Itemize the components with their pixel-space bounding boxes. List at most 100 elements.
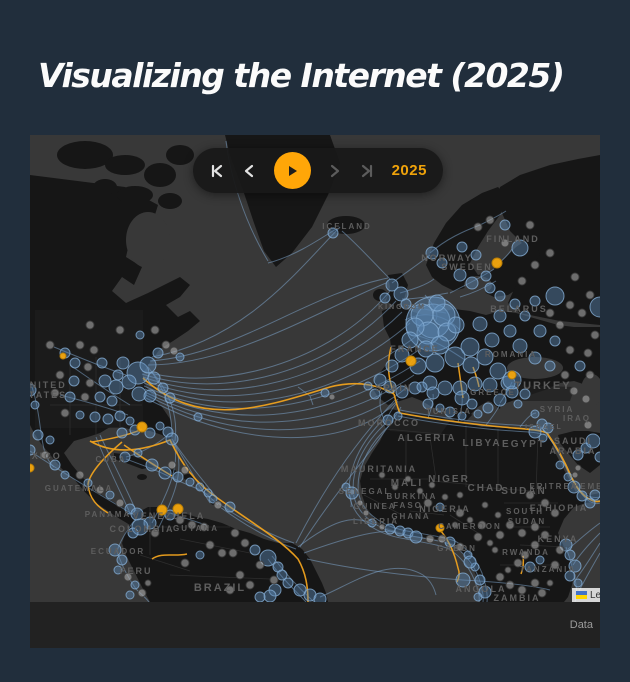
- map-node[interactable]: [230, 528, 240, 538]
- map-node[interactable]: [391, 483, 399, 491]
- map-node[interactable]: [585, 433, 600, 449]
- map-node[interactable]: [89, 345, 99, 355]
- map-node[interactable]: [493, 309, 507, 323]
- map-node[interactable]: [378, 523, 386, 531]
- map-node[interactable]: [115, 498, 125, 508]
- map-node[interactable]: [545, 248, 555, 258]
- map-node[interactable]: [95, 485, 105, 495]
- map-node[interactable]: [245, 580, 255, 590]
- map-node[interactable]: [436, 257, 448, 269]
- map-node[interactable]: [150, 325, 160, 335]
- map-node[interactable]: [119, 451, 131, 463]
- map-node[interactable]: [500, 238, 510, 248]
- map-node[interactable]: [505, 580, 515, 590]
- map-node[interactable]: [164, 509, 176, 521]
- map-node[interactable]: [165, 432, 179, 446]
- map-node[interactable]: [584, 497, 596, 509]
- map-node[interactable]: [395, 385, 409, 399]
- map-node[interactable]: [116, 356, 130, 370]
- map-node[interactable]: [435, 403, 445, 413]
- map-node[interactable]: [550, 560, 560, 570]
- map-node[interactable]: [393, 286, 409, 302]
- map-node[interactable]: [536, 418, 548, 430]
- map-node[interactable]: [491, 546, 499, 554]
- map-node[interactable]: [55, 370, 65, 380]
- map-node[interactable]: [143, 389, 157, 403]
- map-node[interactable]: [473, 409, 483, 419]
- map-node[interactable]: [135, 330, 145, 340]
- map-node[interactable]: [102, 413, 114, 425]
- map-node[interactable]: [94, 391, 106, 403]
- map-node[interactable]: [80, 392, 90, 402]
- map-node[interactable]: [540, 498, 550, 508]
- map-node[interactable]: [549, 335, 561, 347]
- map-node[interactable]: [485, 215, 495, 225]
- map-node[interactable]: [68, 375, 80, 387]
- map-node[interactable]: [507, 370, 517, 380]
- map-node[interactable]: [158, 466, 172, 480]
- map-node[interactable]: [348, 488, 356, 496]
- map-node[interactable]: [409, 530, 423, 544]
- map-node[interactable]: [131, 518, 149, 536]
- map-node[interactable]: [195, 550, 205, 560]
- map-node[interactable]: [529, 295, 541, 307]
- map-node[interactable]: [576, 490, 588, 502]
- map-node[interactable]: [328, 393, 336, 401]
- map-node[interactable]: [517, 276, 527, 286]
- map-node[interactable]: [581, 394, 591, 404]
- map-node[interactable]: [64, 391, 76, 403]
- map-node[interactable]: [428, 481, 436, 489]
- map-node[interactable]: [571, 471, 579, 479]
- map-node[interactable]: [155, 421, 165, 431]
- map-node[interactable]: [565, 300, 575, 310]
- map-node[interactable]: [393, 411, 403, 421]
- map-node[interactable]: [425, 246, 439, 260]
- map-node[interactable]: [112, 369, 124, 381]
- map-node[interactable]: [105, 490, 115, 500]
- map-node[interactable]: [137, 588, 147, 598]
- map-node[interactable]: [124, 503, 136, 515]
- skip-end-button[interactable]: [359, 163, 375, 179]
- map-node[interactable]: [535, 555, 545, 565]
- map-node[interactable]: [430, 335, 450, 355]
- map-node[interactable]: [565, 345, 575, 355]
- map-node[interactable]: [509, 298, 521, 310]
- map-node[interactable]: [415, 303, 451, 339]
- map-node[interactable]: [437, 534, 447, 544]
- map-node[interactable]: [193, 412, 203, 422]
- map-node[interactable]: [495, 572, 505, 582]
- map-node[interactable]: [30, 383, 37, 397]
- map-node[interactable]: [585, 370, 595, 380]
- map-node[interactable]: [405, 317, 425, 337]
- map-node[interactable]: [567, 480, 581, 494]
- map-node[interactable]: [437, 380, 453, 396]
- map-node[interactable]: [525, 490, 535, 500]
- map-node[interactable]: [466, 398, 478, 410]
- map-node[interactable]: [75, 410, 85, 420]
- map-node[interactable]: [40, 450, 50, 460]
- map-node[interactable]: [417, 340, 435, 358]
- map-node[interactable]: [542, 422, 554, 434]
- map-node[interactable]: [144, 579, 152, 587]
- map-node[interactable]: [60, 470, 70, 480]
- map-node[interactable]: [494, 290, 506, 302]
- map-node[interactable]: [255, 560, 265, 570]
- map-node[interactable]: [30, 400, 40, 410]
- map-node[interactable]: [470, 249, 482, 261]
- map-node[interactable]: [320, 388, 330, 398]
- map-node[interactable]: [530, 409, 540, 419]
- map-node[interactable]: [473, 592, 483, 602]
- map-node[interactable]: [50, 388, 60, 398]
- map-node[interactable]: [451, 521, 459, 529]
- map-node[interactable]: [263, 589, 277, 602]
- map-node[interactable]: [503, 324, 517, 338]
- map-node[interactable]: [569, 386, 579, 396]
- map-node[interactable]: [435, 523, 445, 533]
- map-node[interactable]: [96, 357, 108, 369]
- map-node[interactable]: [378, 471, 386, 479]
- node-layer[interactable]: [30, 215, 600, 602]
- map-node[interactable]: [83, 362, 93, 372]
- map-node[interactable]: [45, 435, 55, 445]
- map-node[interactable]: [472, 316, 488, 332]
